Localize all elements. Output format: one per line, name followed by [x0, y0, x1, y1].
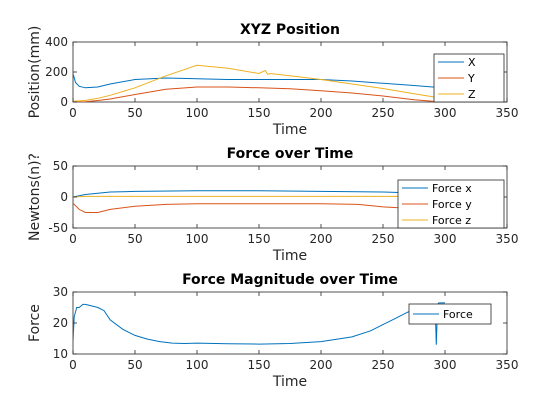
legend-label: Y [467, 72, 475, 85]
x-tick-label: 350 [496, 232, 519, 246]
x-tick-label: 350 [496, 358, 519, 372]
y-tick-label: 50 [53, 159, 68, 173]
x-tick-label: 300 [434, 106, 457, 120]
x-tick-label: 200 [310, 358, 333, 372]
x-tick-label: 100 [186, 106, 209, 120]
x-axis-label: Time [272, 248, 307, 264]
y-tick-label: 30 [53, 285, 68, 299]
legend-label: Z [468, 88, 476, 101]
series-line-force-z [73, 195, 408, 198]
x-axis-label: Time [272, 122, 307, 138]
chart-title: Force Magnitude over Time [182, 272, 398, 288]
legend-label: Force z [432, 214, 471, 227]
series-line-force-y [73, 202, 408, 213]
x-tick-label: 100 [186, 232, 209, 246]
x-tick-label: 0 [69, 358, 77, 372]
x-tick-label: 200 [310, 106, 333, 120]
legend-label: Force x [432, 182, 472, 195]
x-tick-label: 100 [186, 358, 209, 372]
x-tick-label: 0 [69, 232, 77, 246]
legend-box [408, 303, 492, 325]
x-axis-label: Time [272, 374, 307, 390]
legend: XYZ [433, 53, 505, 103]
x-tick-label: 50 [127, 358, 142, 372]
x-tick-label: 250 [372, 232, 395, 246]
x-tick-label: 150 [248, 358, 271, 372]
chart-title: Force over Time [227, 146, 354, 162]
chart-title: XYZ Position [240, 22, 340, 38]
legend-label: Force y [432, 198, 472, 211]
x-tick-label: 200 [310, 232, 333, 246]
x-tick-label: 0 [69, 106, 77, 120]
legend: Force x Force y Force z [397, 179, 505, 229]
legend: Force [408, 303, 492, 325]
y-tick-label: 400 [45, 35, 68, 49]
legend-label: X [468, 56, 476, 69]
y-tick-label: -50 [48, 221, 68, 235]
x-tick-label: 150 [248, 106, 271, 120]
x-tick-label: 50 [127, 106, 142, 120]
y-tick-label: 200 [45, 65, 68, 79]
series-line-z [73, 64, 446, 102]
x-tick-label: 250 [372, 106, 395, 120]
chart-panel-3: Force Magnitude over Time 0 50 100 150 200 250… [27, 272, 518, 390]
y-axis-label: Force [27, 304, 43, 342]
series-line-y [73, 86, 446, 102]
series-line-x [73, 73, 445, 89]
y-axis-label: Newtons(n)? [27, 153, 43, 241]
y-tick-label: 10 [53, 347, 68, 361]
y-axis-label: Position(mm) [27, 26, 43, 119]
x-tick-label: 300 [434, 358, 457, 372]
x-tick-label: 250 [372, 358, 395, 372]
y-tick-label: 20 [53, 316, 68, 330]
chart-panel-1: XYZ Position 0 50 100 150 200 250 300 350 0 200 400… [27, 22, 518, 138]
y-tick-label: 0 [60, 190, 68, 204]
y-tick-label: 0 [60, 95, 68, 109]
legend-label: Force [443, 308, 473, 321]
x-tick-label: 350 [496, 106, 519, 120]
x-tick-label: 300 [434, 232, 457, 246]
x-tick-label: 50 [127, 232, 142, 246]
series-line-force-x [73, 190, 408, 198]
x-tick-label: 150 [248, 232, 271, 246]
